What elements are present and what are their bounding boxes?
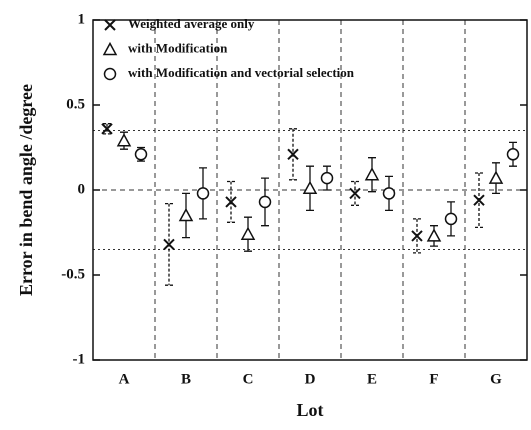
marker-circle	[103, 67, 117, 81]
marker-triangle	[302, 180, 318, 195]
marker-x	[287, 148, 299, 161]
x-tick-label: B	[181, 371, 191, 387]
marker-triangle	[426, 228, 442, 242]
marker-circle	[382, 187, 396, 200]
marker-triangle	[364, 167, 380, 181]
x-tick-label: F	[429, 371, 438, 387]
y-axis-label: Error in bend angle /degree	[16, 84, 36, 296]
marker-circle	[134, 148, 148, 161]
marker-x	[163, 238, 175, 251]
x-tick-label: E	[367, 371, 377, 387]
x-axis-label: Lot	[297, 400, 324, 420]
y-tick-label: 0.5	[66, 96, 85, 112]
legend-label: Weighted average only	[128, 16, 255, 31]
y-tick-label: -1	[73, 351, 86, 367]
legend-label: with Modification	[128, 40, 228, 55]
marker-x	[349, 187, 361, 200]
marker-triangle	[178, 207, 194, 222]
marker-x	[225, 196, 237, 208]
marker-circle	[506, 148, 520, 161]
x-tick-label: A	[119, 371, 130, 387]
marker-circle	[196, 187, 210, 200]
marker-triangle	[488, 170, 504, 184]
marker-triangle	[240, 226, 256, 240]
marker-triangle	[102, 41, 118, 56]
legend-label: with Modification and vectorial selectio…	[128, 65, 355, 80]
y-tick-label: 0	[78, 181, 86, 197]
marker-x	[473, 194, 485, 206]
x-tick-label: D	[305, 371, 316, 387]
y-tick-label: -0.5	[61, 266, 85, 282]
y-tick-label: 1	[78, 11, 86, 27]
marker-circle	[444, 212, 458, 226]
marker-circle	[320, 171, 334, 185]
marker-x	[101, 123, 113, 135]
x-tick-label: G	[490, 371, 502, 387]
marker-triangle	[116, 133, 132, 147]
marker-x	[411, 230, 423, 242]
marker-circle	[258, 195, 272, 209]
marker-x	[104, 19, 116, 31]
x-tick-label: C	[243, 371, 254, 387]
